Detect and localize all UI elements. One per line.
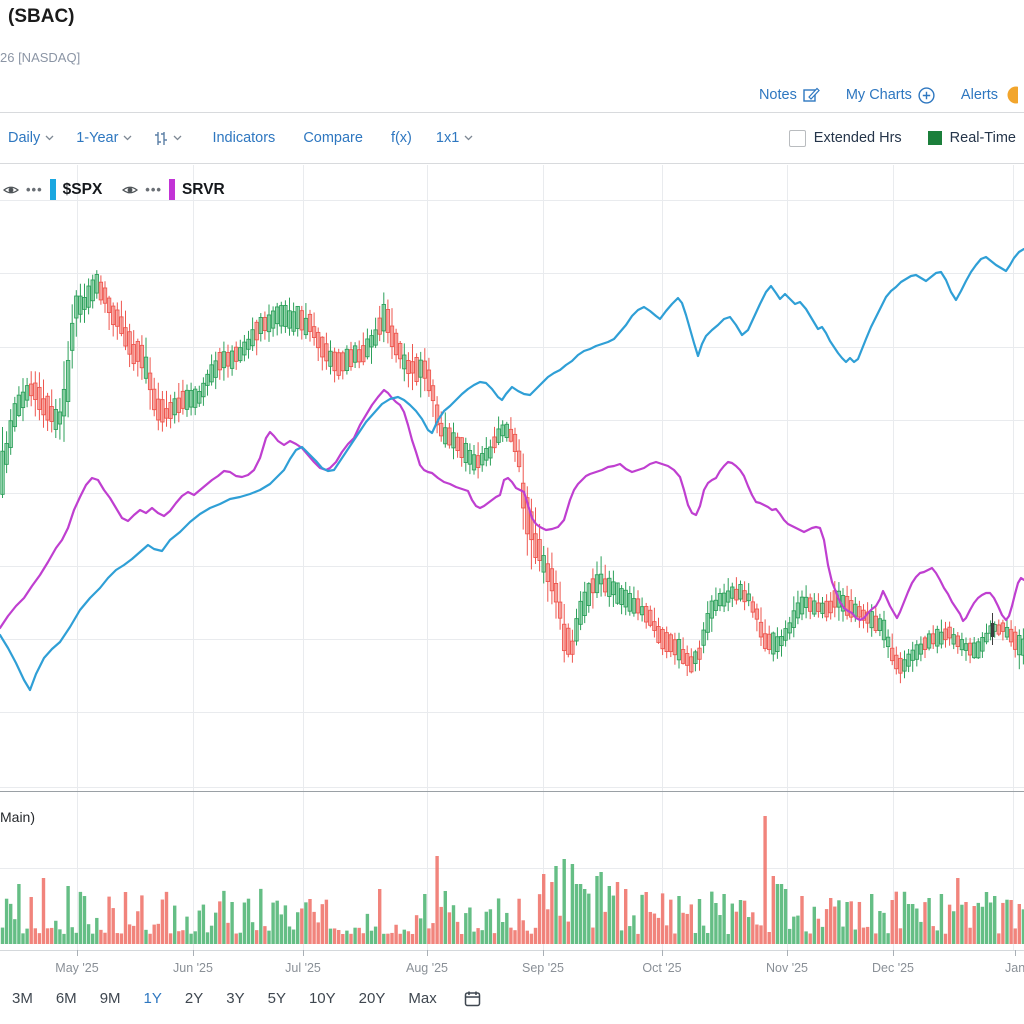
candlestick-style-icon xyxy=(155,131,168,145)
spx-legend-label: $SPX xyxy=(62,180,103,198)
srvr-comparison-line[interactable] xyxy=(0,388,1024,630)
fx-label: f(x) xyxy=(390,130,412,146)
range-button-6m[interactable]: 6M xyxy=(55,990,77,1007)
range-button-10y[interactable]: 10Y xyxy=(308,990,336,1007)
x-axis-tick-label: Oct '25 xyxy=(642,961,681,975)
x-axis-tick-label: Jan '2 xyxy=(1005,961,1024,975)
add-circle-icon xyxy=(918,86,935,104)
range-button-3y[interactable]: 3Y xyxy=(226,990,245,1007)
notes-link[interactable]: Notes xyxy=(759,87,820,103)
range-button-2y[interactable]: 2Y xyxy=(184,990,204,1007)
my-charts-link[interactable]: My Charts xyxy=(845,86,935,104)
page-title: (SBAC) xyxy=(8,6,75,27)
indicators-label: Indicators xyxy=(212,130,276,146)
series-options-icon[interactable]: ••• xyxy=(145,182,162,197)
series-options-icon[interactable]: ••• xyxy=(26,182,43,197)
chart-area[interactable]: May '25 Jun '25 Jul '25 Aug '25 Sep '25 Oct '… xyxy=(0,164,1024,980)
real-time-label: Real-Time xyxy=(949,130,1016,146)
range-button-20y[interactable]: 20Y xyxy=(358,990,386,1007)
range-button-max[interactable]: Max xyxy=(408,990,437,1007)
chart-legend: ••• $SPX ••• SRVR xyxy=(3,179,225,200)
compare-label: Compare xyxy=(303,130,363,146)
header-divider xyxy=(0,112,1024,113)
chart-canvas[interactable]: May '25 Jun '25 Jul '25 Aug '25 Sep '25 Oct '… xyxy=(0,164,1024,980)
range-label: 1-Year xyxy=(76,130,119,146)
x-axis-tick-label: Jun '25 xyxy=(173,961,213,975)
header-links: Notes My Charts Alerts xyxy=(759,86,1018,104)
layout-label: 1x1 xyxy=(435,130,460,146)
my-charts-label: My Charts xyxy=(845,87,912,103)
range-selector: 3M 6M 9M 1Y 2Y 3Y 5Y 10Y 20Y Max xyxy=(12,990,481,1007)
range-button-3m[interactable]: 3M xyxy=(12,990,33,1007)
notes-label: Notes xyxy=(758,87,797,103)
range-button-9m[interactable]: 9M xyxy=(99,990,121,1007)
x-axis-tick-label: Nov '25 xyxy=(766,961,808,975)
period-label: Daily xyxy=(8,130,41,146)
x-axis-tick-label: Jul '25 xyxy=(285,961,321,975)
range-dropdown[interactable]: 1-Year xyxy=(76,130,132,146)
toolbar-right-group: Extended Hrs Real-Time xyxy=(788,113,1016,163)
eye-visibility-icon[interactable] xyxy=(122,184,139,196)
real-time-indicator: Real-Time xyxy=(927,130,1016,146)
extended-hrs-label: Extended Hrs xyxy=(813,130,902,146)
alerts-badge-icon xyxy=(1007,86,1018,104)
chevron-down-icon xyxy=(123,135,132,141)
compare-button[interactable]: Compare xyxy=(303,130,363,146)
period-dropdown[interactable]: Daily xyxy=(8,130,54,146)
spx-color-chip xyxy=(49,179,56,200)
srvr-color-chip xyxy=(168,179,175,200)
eye-visibility-icon[interactable] xyxy=(3,184,19,196)
extended-hrs-toggle[interactable]: Extended Hrs xyxy=(788,129,902,147)
x-axis-tick-label: May '25 xyxy=(55,961,98,975)
x-axis-tick-label: Sep '25 xyxy=(522,961,564,975)
range-button-5y[interactable]: 5Y xyxy=(267,990,286,1007)
srvr-legend-label: SRVR xyxy=(181,180,225,198)
toolbar-divider xyxy=(0,163,1024,164)
real-time-square-icon xyxy=(927,131,942,145)
chart-toolbar: Daily 1-Year Indicators Compare f(x) 1x1… xyxy=(0,113,1024,163)
chevron-down-icon xyxy=(464,135,473,141)
fx-button[interactable]: f(x) xyxy=(391,130,412,146)
x-axis-tick-label: Aug '25 xyxy=(406,961,448,975)
x-axis-tick-label: Dec '25 xyxy=(872,961,914,975)
alerts-label: Alerts xyxy=(960,87,998,103)
indicators-button[interactable]: Indicators xyxy=(212,130,275,146)
notes-edit-icon xyxy=(803,87,820,102)
spx-comparison-line[interactable] xyxy=(0,247,1024,692)
range-button-1y[interactable]: 1Y xyxy=(143,990,162,1007)
chart-style-dropdown[interactable] xyxy=(154,131,182,146)
chevron-down-icon xyxy=(45,135,54,141)
layout-dropdown[interactable]: 1x1 xyxy=(436,130,473,146)
symbol-subtitle: 26 [NASDAQ] xyxy=(0,50,81,65)
extended-hrs-checkbox[interactable] xyxy=(788,129,806,147)
alerts-link[interactable]: Alerts xyxy=(961,86,1018,104)
calendar-icon[interactable] xyxy=(464,990,481,1007)
chevron-down-icon xyxy=(173,135,182,141)
volume-panel-label: Main) xyxy=(0,809,36,825)
